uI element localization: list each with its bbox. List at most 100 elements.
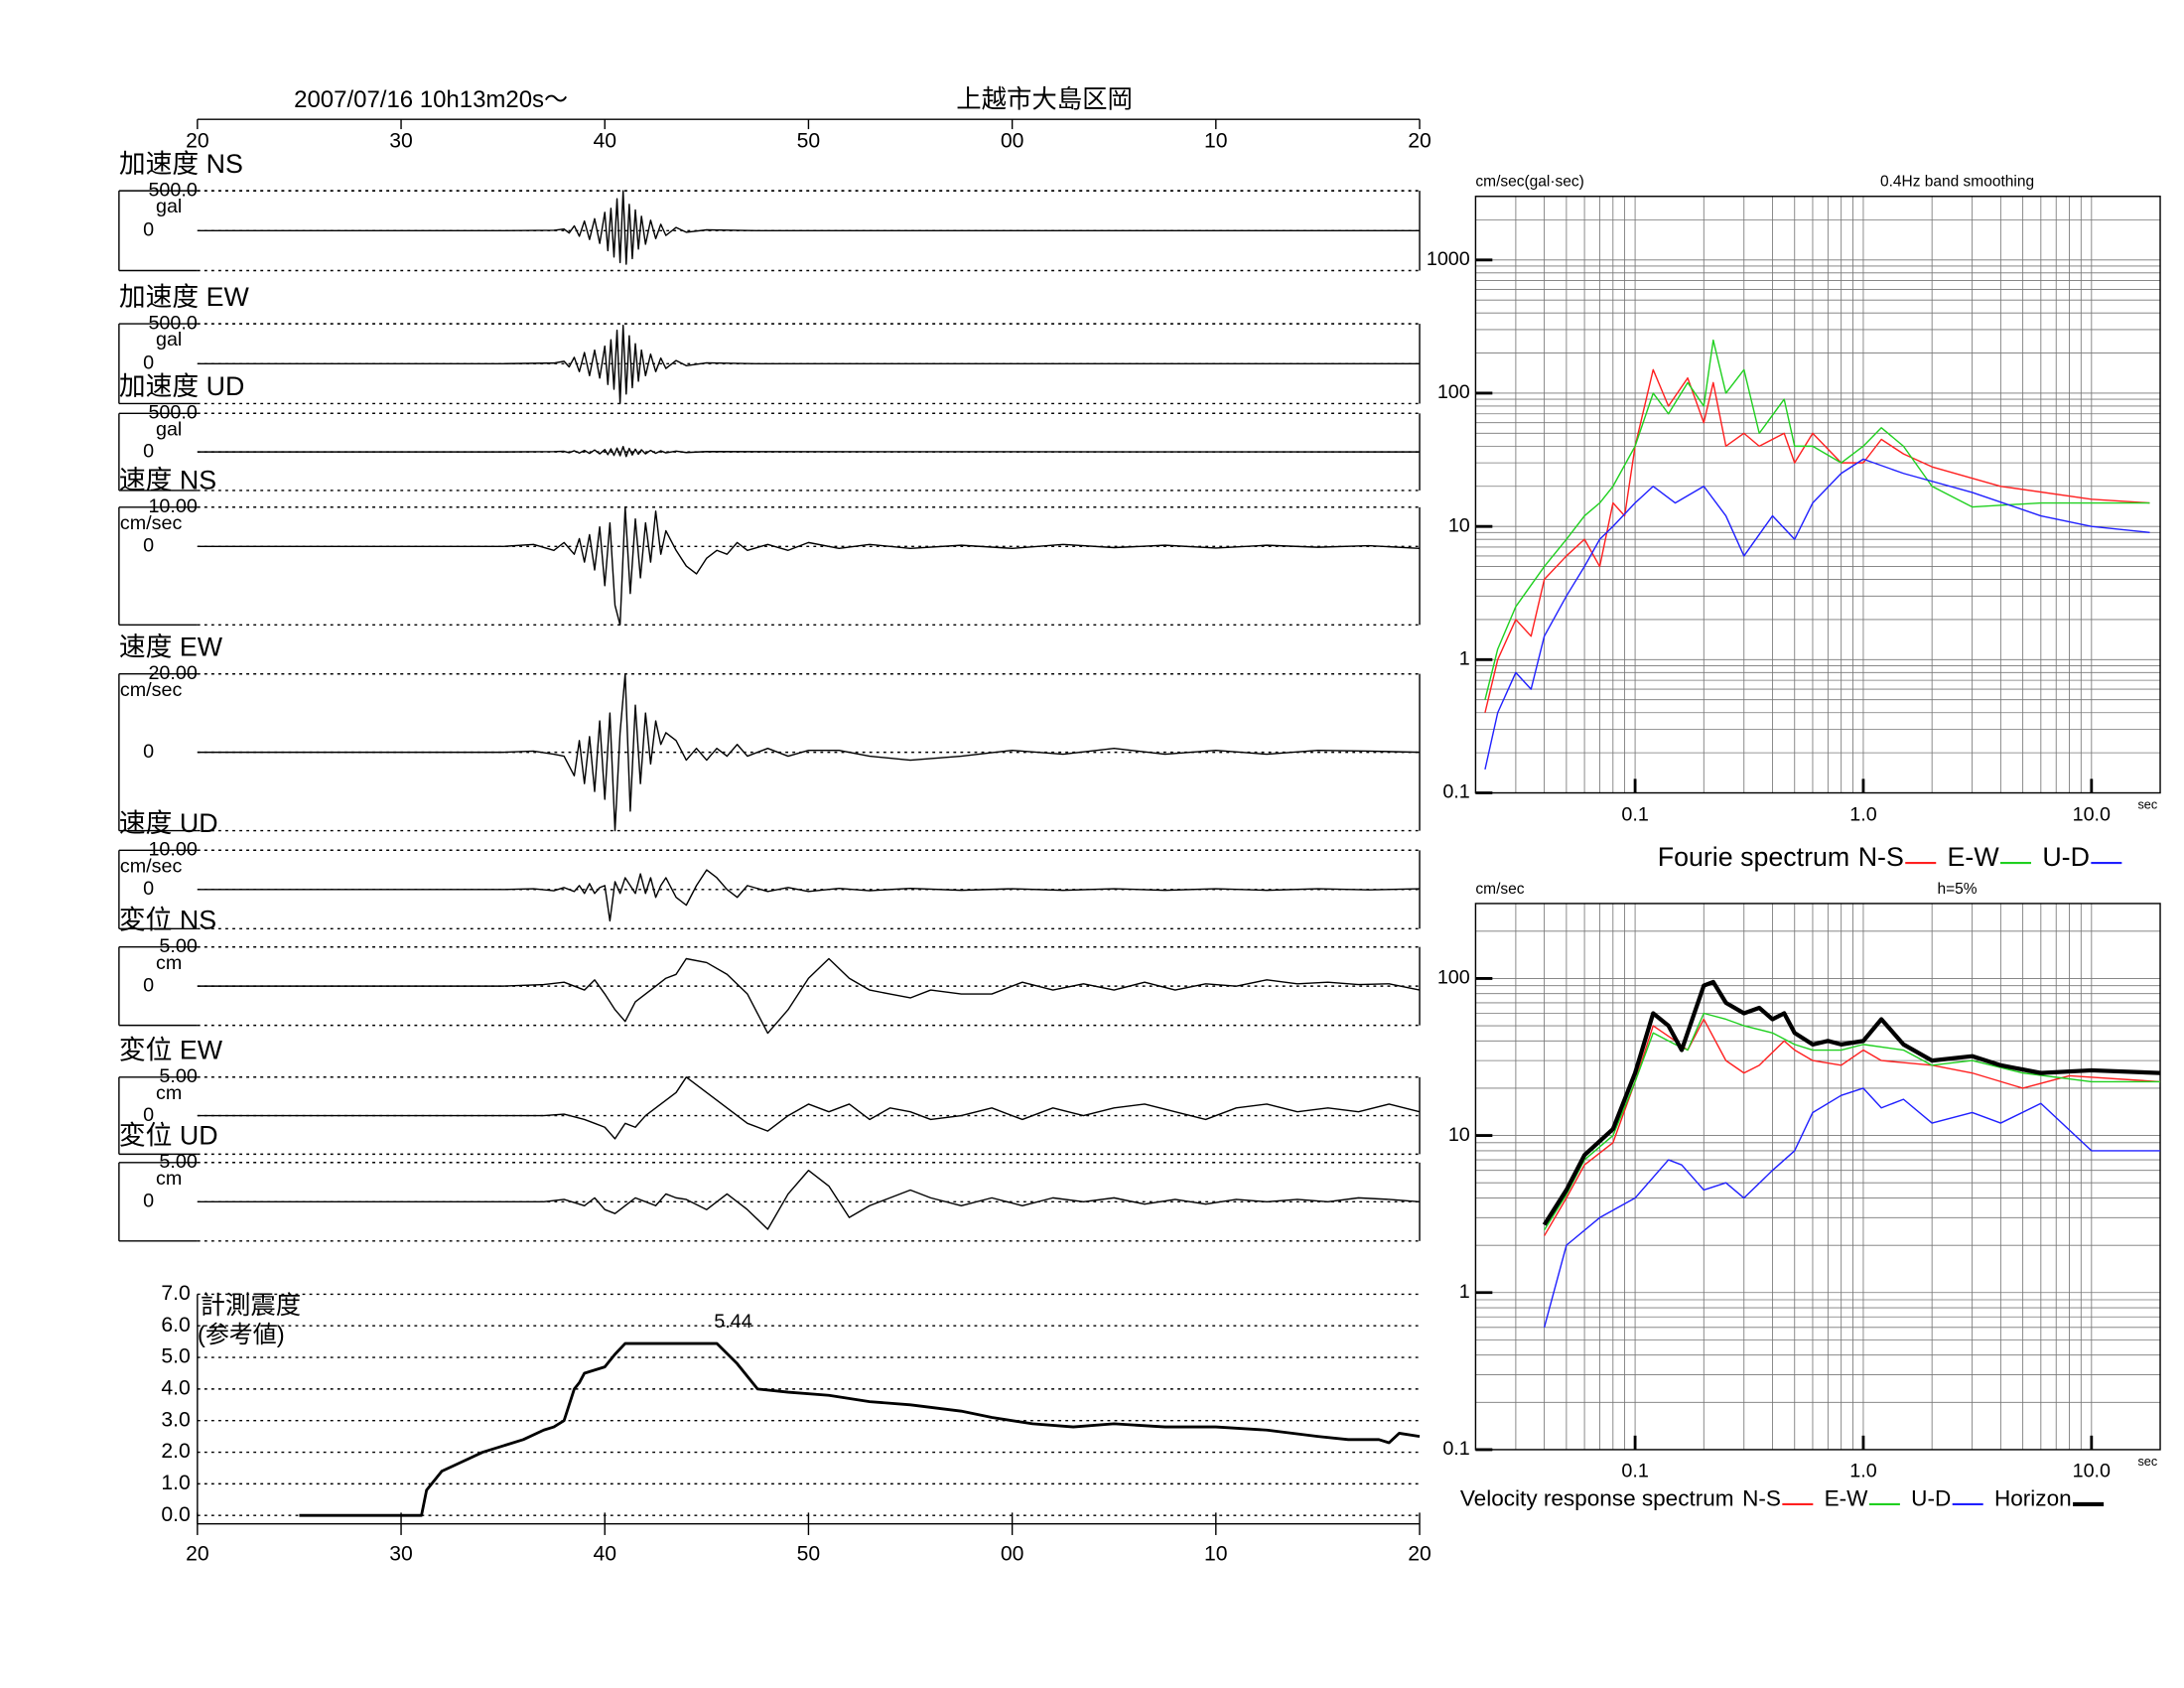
x-tick-label: 20	[1408, 1542, 1432, 1565]
legend-label: N-S	[1858, 842, 1904, 872]
y-tick-label: 0	[143, 219, 154, 241]
spectrum-line	[1484, 458, 2150, 771]
chart-subtitle: (参考値)	[198, 1322, 285, 1348]
x-tick-label: 10	[1204, 129, 1228, 152]
chart-note: 0.4Hz band smoothing	[1880, 174, 2034, 191]
unit-label: gal	[156, 196, 182, 217]
y-tick-label: 100	[1437, 381, 1470, 403]
spectrum-line	[1543, 1087, 2161, 1329]
unit-label: gal	[156, 329, 182, 351]
y-tick-label: 2.0	[161, 1440, 190, 1463]
y-tick-label: 100	[1437, 967, 1470, 989]
y-tick-label: 0.1	[1442, 781, 1469, 803]
y-tick-label: 7.0	[161, 1282, 190, 1305]
x-axis-label: sec	[2137, 798, 2157, 812]
y-tick-label: 20.00	[148, 662, 197, 684]
y-tick-label: 3.0	[161, 1408, 190, 1431]
y-tick-label: 0	[143, 440, 154, 462]
x-tick-label: 40	[593, 1542, 616, 1565]
y-tick-label: 0	[143, 352, 154, 374]
trace-title: 加速度 EW	[119, 282, 250, 312]
y-tick-label: 0.0	[161, 1503, 190, 1526]
y-tick-label: 500.0	[148, 179, 197, 201]
peak-label: 5.44	[714, 1311, 751, 1333]
y-tick-label: 10	[1448, 1124, 1470, 1146]
y-tick-label: 0	[143, 741, 154, 763]
y-tick-label: 0	[143, 974, 154, 996]
trace-title: 速度 NS	[119, 466, 216, 495]
x-tick-label: 20	[186, 1542, 209, 1565]
unit-label: cm/sec	[120, 679, 183, 701]
intensity-line	[299, 1341, 1421, 1517]
y-tick-label: 10.00	[148, 839, 197, 861]
legend-label: E-W	[1948, 842, 2000, 872]
unit-label: gal	[156, 418, 182, 440]
x-axis-label: sec	[2137, 1455, 2157, 1469]
y-tick-label: 0	[143, 878, 154, 900]
trace-title: 速度 UD	[119, 808, 218, 838]
spectrum-line	[1544, 1012, 2161, 1231]
legend-title: Velocity response spectrum	[1460, 1486, 1734, 1511]
waveform	[197, 1170, 1421, 1230]
trace-title: 加速度 UD	[119, 371, 244, 401]
x-tick-label: 0.1	[1621, 1461, 1648, 1482]
legend-label: N-S	[1742, 1486, 1781, 1511]
y-tick-label: 10.00	[148, 495, 197, 517]
legend-label: E-W	[1825, 1486, 1869, 1511]
y-tick-label: 500.0	[148, 402, 197, 424]
x-tick-label: 40	[593, 129, 616, 152]
waveform	[197, 869, 1421, 922]
waveform	[197, 1076, 1421, 1140]
spectrum-line	[1484, 368, 2150, 713]
legend-label: U-D	[2042, 842, 2090, 872]
x-tick-label: 10.0	[2073, 803, 2111, 825]
x-tick-label: 20	[186, 129, 209, 152]
x-tick-label: 30	[389, 1542, 413, 1565]
trace-title: 速度 EW	[119, 632, 223, 661]
trace-title: 加速度 NS	[119, 149, 243, 179]
y-tick-label: 4.0	[161, 1376, 190, 1399]
unit-label: cm/sec	[120, 512, 183, 534]
waveform	[197, 506, 1421, 626]
x-tick-label: 50	[797, 129, 821, 152]
x-tick-label: 1.0	[1849, 803, 1876, 825]
x-tick-label: 0.1	[1621, 803, 1648, 825]
x-tick-label: 10.0	[2073, 1461, 2111, 1482]
unit-label: cm/sec	[120, 855, 183, 877]
x-tick-label: 20	[1408, 129, 1432, 152]
spectrum-line	[1484, 339, 2150, 700]
trace-title: 変位 UD	[119, 1121, 218, 1151]
unit-label: cm	[156, 952, 182, 974]
y-tick-label: 1.0	[161, 1472, 190, 1494]
y-axis-label: cm/sec(gal·sec)	[1475, 174, 1583, 191]
y-tick-label: 1	[1459, 648, 1470, 670]
y-tick-label: 5.00	[159, 1065, 197, 1087]
y-tick-label: 6.0	[161, 1314, 190, 1336]
x-tick-label: 10	[1204, 1542, 1228, 1565]
waveform	[197, 672, 1421, 832]
plot-frame	[1474, 903, 2161, 1451]
trace-title: 変位 NS	[119, 905, 216, 934]
datetime: 2007/07/16 10h13m20s～	[294, 86, 568, 113]
unit-label: cm	[156, 1168, 182, 1190]
waveform	[197, 324, 1420, 405]
y-tick-label: 1	[1459, 1281, 1470, 1303]
x-tick-label: 30	[389, 129, 413, 152]
spectrum-line	[1542, 979, 2161, 1226]
legend-title: Fourie spectrum	[1658, 842, 1849, 872]
waveform	[197, 190, 1420, 265]
y-tick-label: 0.1	[1442, 1438, 1469, 1460]
y-tick-label: 0	[143, 1191, 154, 1212]
spectrum-line	[1544, 1018, 2161, 1236]
unit-label: cm	[156, 1082, 182, 1104]
y-tick-label: 5.00	[159, 935, 197, 957]
x-tick-label: 00	[1001, 129, 1024, 152]
waveform	[197, 957, 1421, 1035]
y-tick-label: 500.0	[148, 312, 197, 334]
y-axis-label: cm/sec	[1475, 881, 1524, 898]
legend-label: U-D	[1911, 1486, 1951, 1511]
legend-label: Horizon	[1994, 1486, 2072, 1511]
y-tick-label: 5.0	[161, 1345, 190, 1368]
